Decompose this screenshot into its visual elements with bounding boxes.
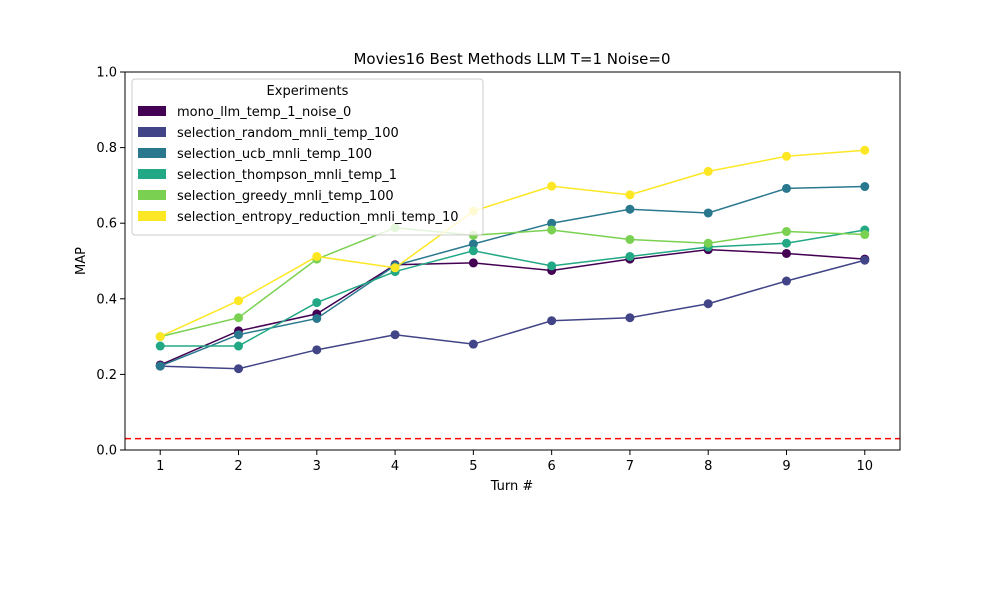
legend-label: selection_entropy_reduction_mnli_temp_10 xyxy=(177,210,459,225)
x-tick-label: 1 xyxy=(156,459,164,474)
y-tick-label: 1.0 xyxy=(96,66,117,81)
y-tick-label: 0.2 xyxy=(96,368,117,383)
data-point xyxy=(155,361,165,371)
legend-label: selection_greedy_mnli_temp_100 xyxy=(177,189,394,204)
legend-box xyxy=(131,78,484,236)
data-point xyxy=(468,339,478,349)
series-line xyxy=(159,248,865,366)
data-point xyxy=(860,145,870,155)
legend: Experiments mono_llm_temp_1_noise_0select… xyxy=(131,78,484,236)
legend-label: selection_random_mnli_temp_100 xyxy=(177,126,399,141)
data-point xyxy=(781,238,791,248)
data-point xyxy=(468,239,478,249)
data-point xyxy=(234,341,244,351)
data-point xyxy=(312,345,322,355)
data-point xyxy=(703,166,713,176)
data-point xyxy=(625,190,635,200)
data-point xyxy=(234,313,244,323)
data-point xyxy=(547,261,557,271)
data-point xyxy=(468,246,478,256)
data-point xyxy=(155,332,165,342)
series-selection_random_mnli_temp_100 xyxy=(155,255,870,374)
legend-label: selection_thompson_mnli_temp_1 xyxy=(177,168,397,183)
legend-title: Experiments xyxy=(267,84,349,99)
legend-swatch xyxy=(138,190,166,200)
y-tick-label: 0.8 xyxy=(96,141,117,156)
data-point xyxy=(625,204,635,214)
series-line xyxy=(159,185,865,367)
legend-swatch xyxy=(138,148,166,158)
series-line xyxy=(160,226,865,338)
y-axis-label: MAP xyxy=(74,247,89,275)
data-point xyxy=(390,263,400,273)
data-point xyxy=(547,181,557,191)
data-point xyxy=(234,364,244,374)
data-point xyxy=(234,330,244,340)
legend-swatch xyxy=(138,211,166,221)
data-point xyxy=(234,296,244,306)
axes: 1 2 3 4 5 6 7 8 9 10 0.0 0.2 0.4 0.6 0.8 1.0 xyxy=(96,66,873,475)
data-point xyxy=(860,230,870,240)
data-point xyxy=(703,299,713,309)
x-tick-label: 4 xyxy=(391,459,399,474)
data-point xyxy=(860,255,870,265)
data-point xyxy=(781,248,791,258)
data-point xyxy=(547,225,557,235)
data-point xyxy=(781,151,791,161)
data-point xyxy=(703,208,713,218)
data-point xyxy=(312,251,322,261)
data-point xyxy=(155,341,165,351)
series-line xyxy=(160,259,865,370)
legend-label: mono_llm_temp_1_noise_0 xyxy=(177,105,351,120)
series-line xyxy=(160,229,865,347)
x-tick-label: 2 xyxy=(234,459,242,474)
y-tick-label: 0.6 xyxy=(96,217,117,232)
legend-swatch xyxy=(138,127,166,137)
x-tick-label: 10 xyxy=(856,459,873,474)
data-point xyxy=(625,251,635,261)
data-point xyxy=(547,218,557,228)
y-tick-label: 0.4 xyxy=(96,292,117,307)
data-point xyxy=(625,313,635,323)
data-point xyxy=(625,234,635,244)
data-point xyxy=(547,316,557,326)
y-tick-label: 0.0 xyxy=(96,444,117,459)
chart-title: Movies16 Best Methods LLM T=1 Noise=0 xyxy=(353,50,670,68)
data-point xyxy=(781,227,791,237)
x-tick-label: 5 xyxy=(469,459,477,474)
x-tick-label: 3 xyxy=(313,459,321,474)
legend-swatch xyxy=(138,169,166,179)
x-tick-label: 8 xyxy=(704,459,712,474)
x-tick-label: 6 xyxy=(548,459,556,474)
x-tick-label: 9 xyxy=(782,459,790,474)
data-point xyxy=(703,238,713,248)
legend-label: selection_ucb_mnli_temp_100 xyxy=(177,147,372,162)
data-point xyxy=(390,330,400,340)
data-point xyxy=(312,313,322,323)
legend-swatch xyxy=(138,106,166,116)
x-axis-label: Turn # xyxy=(490,479,534,494)
data-point xyxy=(312,298,322,308)
data-point xyxy=(781,276,791,286)
series-group xyxy=(155,145,870,374)
data-point xyxy=(781,183,791,193)
x-tick-label: 7 xyxy=(626,459,634,474)
data-point xyxy=(860,182,870,192)
series-line xyxy=(159,149,865,338)
plot-frame xyxy=(124,71,901,451)
data-point xyxy=(468,258,478,268)
